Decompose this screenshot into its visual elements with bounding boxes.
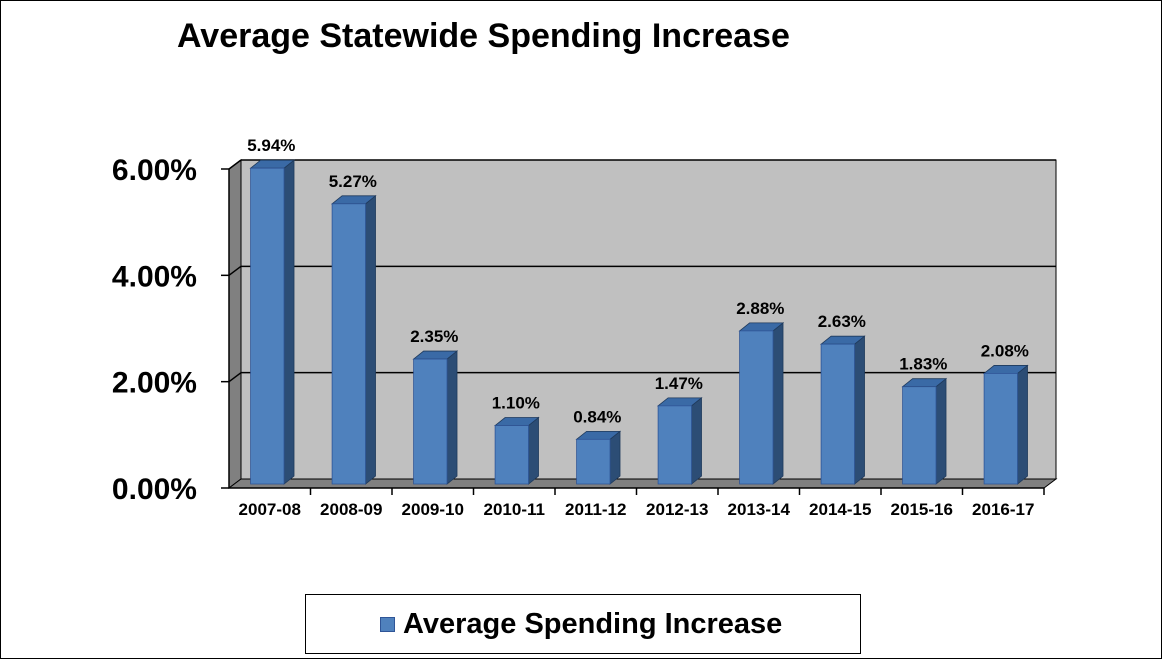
- x-tick-label-2007-08: 2007-08: [239, 500, 301, 519]
- data-label-2010-11: 1.10%: [492, 394, 540, 413]
- y-tick-label: 6.00%: [112, 154, 197, 187]
- bar-2016-17: [983, 373, 1018, 485]
- bar-side-2011-12: [609, 430, 621, 485]
- bar-2013-14: [739, 330, 774, 485]
- x-tick-label-2008-09: 2008-09: [320, 500, 382, 519]
- bar-side-2010-11: [528, 416, 539, 485]
- data-label-2016-17: 2.08%: [981, 341, 1029, 360]
- x-tick-label-2012-13: 2012-13: [646, 500, 708, 519]
- x-tick-label-2010-11: 2010-11: [484, 500, 545, 519]
- bar-2008-09: [331, 203, 366, 485]
- data-label-2015-16: 1.83%: [899, 355, 947, 374]
- data-label-2012-13: 1.47%: [655, 374, 703, 393]
- bar-side-2014-15: [854, 335, 865, 485]
- data-label-2011-12: 0.84%: [573, 407, 621, 426]
- x-tick-label-2009-10: 2009-10: [402, 500, 464, 519]
- data-label-2007-08: 5.94%: [247, 136, 295, 155]
- bar-2012-13: [657, 405, 692, 485]
- data-label-2013-14: 2.88%: [736, 299, 784, 318]
- data-label-2009-10: 2.35%: [410, 327, 458, 346]
- bar-side-2008-09: [365, 194, 376, 485]
- y-tick-label: 4.00%: [112, 260, 197, 293]
- bar-2010-11: [494, 425, 529, 485]
- chart-title: Average Statewide Spending Increase: [177, 17, 790, 55]
- bar-2009-10: [413, 358, 448, 485]
- bar-2011-12: [576, 438, 611, 485]
- bar-2014-15: [820, 343, 855, 485]
- gridline-side: [228, 372, 242, 383]
- legend-label: Average Spending Increase: [403, 607, 783, 640]
- bar-side-2012-13: [691, 397, 702, 485]
- y-tick-label: 2.00%: [112, 367, 197, 400]
- plot-side-wall: [228, 159, 242, 489]
- legend: Average Spending Increase: [305, 594, 861, 654]
- bar-side-2016-17: [1017, 364, 1028, 485]
- x-tick-label-2015-16: 2015-16: [891, 500, 953, 519]
- data-label-2014-15: 2.63%: [818, 312, 866, 331]
- x-tick-label-2016-17: 2016-17: [972, 500, 1034, 519]
- x-tick-label-2013-14: 2013-14: [728, 500, 791, 519]
- y-tick-label: 0.00%: [112, 473, 197, 506]
- bar-side-2013-14: [772, 322, 784, 485]
- gridline-side: [228, 159, 242, 170]
- bar-2007-08: [250, 167, 285, 485]
- bar-2015-16: [902, 386, 937, 485]
- bar-side-2015-16: [935, 377, 947, 485]
- data-label-2008-09: 5.27%: [329, 172, 377, 191]
- x-tick-label-2011-12: 2011-12: [565, 500, 626, 519]
- gridline-side: [228, 265, 242, 276]
- legend-swatch: [380, 616, 395, 632]
- bar-side-2007-08: [283, 159, 295, 485]
- bar-side-2009-10: [446, 350, 458, 485]
- x-tick-label-2014-15: 2014-15: [809, 500, 871, 519]
